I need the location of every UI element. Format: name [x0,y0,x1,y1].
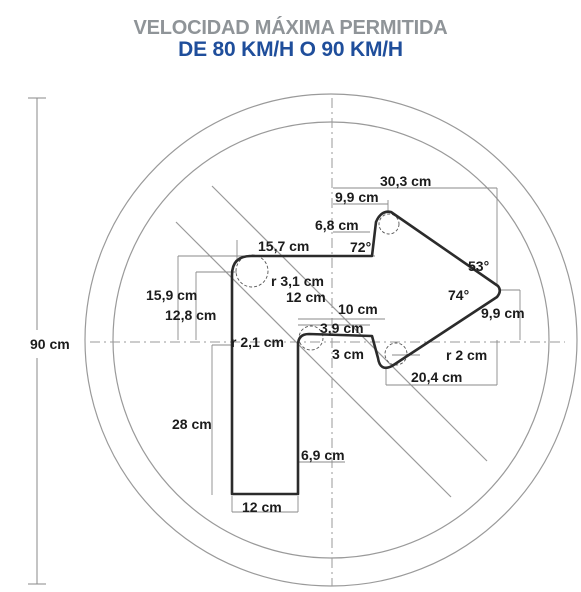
dim-stem-height: 28 cm [172,416,212,432]
dim-overall-height: 90 cm [30,336,70,352]
dim-corner-radius-top: r 3,1 cm [271,273,324,289]
sign-circles [84,93,578,587]
dim-arrow-width-top: 30,3 cm [380,173,431,189]
dim-head-lower: 10 cm [338,301,378,317]
dim-notch: 3,9 cm [320,320,364,336]
dim-arm-height: 15,9 cm [146,287,197,303]
dim-arm-length: 15,7 cm [258,238,309,254]
dim-head-inner: 6,8 cm [315,217,359,233]
center-lines [90,98,565,586]
overall-height-dimension [28,97,46,585]
dim-arm-thickness: 12 cm [286,289,326,305]
title-line-1: VELOCIDAD MÁXIMA PERMITIDA [133,17,448,39]
title-line-2: DE 80 KM/H O 90 KM/H [178,38,403,61]
dim-head-top-offset: 9,9 cm [335,189,379,205]
dim-angle-53: 53° [468,258,489,274]
dim-tip-bottom: 3 cm [332,346,364,362]
dim-corner-radius-tip: r 2 cm [446,347,487,363]
dim-angle-72: 72° [350,239,371,255]
dim-stem-offset: 6,9 cm [301,447,345,463]
dim-tip-offset: 9,9 cm [481,305,525,321]
dim-corner-radius-inner: r 2,1 cm [231,334,284,350]
dim-head-bottom-width: 20,4 cm [411,369,462,385]
dim-angle-74: 74° [448,287,469,303]
dim-arm-inner: 12,8 cm [165,307,216,323]
dim-stem-width: 12 cm [242,499,282,515]
prohibition-bar [175,185,488,498]
arrow-outline [230,210,502,496]
